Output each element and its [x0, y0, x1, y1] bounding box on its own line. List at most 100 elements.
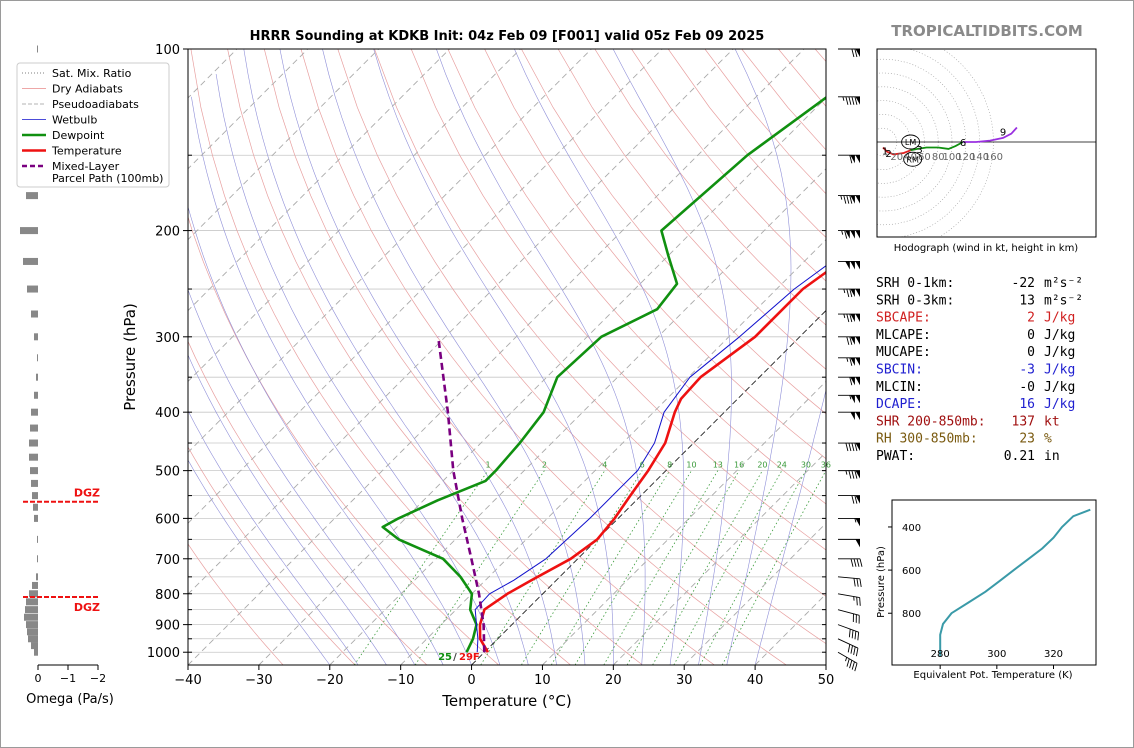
barb-full — [844, 230, 848, 239]
isotherm — [613, 451, 826, 665]
dry-adiabat — [188, 446, 356, 665]
y-tick-label: 500 — [155, 465, 180, 480]
stat-unit: J/kg — [1044, 328, 1075, 343]
pseudo-adiabat — [188, 205, 444, 665]
omega-panel: 0 −1 −2 DGZ DGZ Omega (Pa/s) — [20, 45, 114, 707]
barb-flag — [855, 412, 860, 421]
barb-full — [845, 96, 849, 105]
barb-flag — [855, 495, 860, 504]
skewt-panel: 1 2 4 6 8 10 13 16 20 24 30 36 −40 −30 −20 −10 0 10 20 30 4… — [121, 43, 834, 710]
storm-motion-label: RM — [906, 155, 919, 164]
pseudo-adiabat — [754, 388, 826, 665]
wind-barb — [838, 260, 860, 270]
barb-full — [846, 658, 850, 667]
wind-barb — [838, 230, 860, 239]
y-axis-label: Pressure (hPa) — [121, 303, 139, 411]
hodo-ring-label: 100 — [942, 152, 961, 163]
stat-unit: J/kg — [1044, 397, 1075, 412]
barb-full — [849, 155, 853, 164]
wind-barb — [838, 288, 860, 298]
barb-flag — [850, 395, 855, 404]
dry-adiabat — [188, 543, 284, 665]
barb-full — [849, 288, 853, 298]
stat-value: 2 — [1027, 311, 1035, 326]
isotherm — [188, 49, 663, 524]
barb-flag — [850, 289, 855, 298]
barb-flag — [850, 314, 855, 323]
stat-label: SRH 0-3km: — [876, 293, 954, 308]
barb-full — [849, 195, 853, 204]
barb-full — [851, 495, 855, 504]
mixing-ratio-label: 6 — [640, 461, 645, 470]
barb-flag — [855, 357, 860, 366]
theta-e-panel: 280 300 320 400 600 800 Equivalent Pot. Tempe… — [876, 499, 1097, 681]
barb-full — [848, 96, 852, 105]
omega-bar — [34, 391, 38, 399]
barb-flag — [855, 155, 860, 164]
barb-full — [857, 632, 860, 641]
omega-bar — [37, 535, 38, 543]
wind-barb — [838, 538, 860, 548]
barb-full — [854, 631, 857, 640]
hodo-ring-label: 20 — [890, 152, 903, 163]
stat-label: RH 300-850mb: — [876, 432, 978, 447]
barb-full — [850, 645, 853, 654]
x-tick-label: 10 — [534, 673, 551, 688]
barb-full — [849, 313, 853, 323]
barb-full — [847, 644, 851, 653]
mixing-ratio-label: 30 — [801, 461, 811, 470]
mixing-ratio-line — [521, 470, 643, 665]
stat-value: 23 — [1019, 432, 1035, 447]
x-axis-label: Temperature (°C) — [441, 692, 571, 710]
hodo-height-label: 2 — [885, 149, 891, 160]
legend-label: Mixed-Layer — [52, 160, 120, 173]
stat-unit: m²s⁻² — [1044, 293, 1083, 308]
barb-full — [850, 558, 854, 567]
barb-half — [840, 195, 843, 200]
watermark: TROPICALTIDBITS.COM — [891, 22, 1083, 40]
x-tick-label: 30 — [676, 673, 693, 688]
stat-label: MLCIN: — [876, 380, 923, 395]
pseudo-adiabat — [188, 409, 359, 665]
stat-value: -22 — [1012, 276, 1035, 291]
legend-label: Sat. Mix. Ratio — [52, 67, 132, 80]
barb-flag — [850, 377, 855, 386]
omega-bar — [34, 514, 38, 522]
omega-bar — [33, 503, 38, 511]
barb-half — [841, 230, 844, 235]
y-tick-label: 100 — [155, 43, 180, 58]
wind-barb — [838, 154, 860, 164]
omega-bar — [30, 424, 38, 432]
barb-staff — [837, 624, 859, 633]
omega-bar — [31, 479, 38, 487]
pseudo-adiabat — [612, 49, 732, 665]
legend-label: Temperature — [51, 145, 122, 158]
omega-bar — [31, 310, 38, 318]
omega-bar — [36, 373, 38, 381]
stat-label: SBCAPE: — [876, 311, 931, 326]
dry-adiabat — [557, 49, 826, 370]
series-mixed-layer-parcel-path-100mb- — [436, 336, 486, 653]
hodograph-caption: Hodograph (wind in kt, height in km) — [894, 243, 1079, 254]
barb-full — [856, 558, 860, 567]
isotherm — [471, 309, 826, 665]
stat-value: 0 — [1027, 328, 1035, 343]
mixing-ratio-label: 4 — [602, 461, 607, 470]
barb-flag — [850, 261, 855, 270]
pseudo-adiabat — [188, 354, 387, 665]
isotherms-highlight — [188, 49, 826, 665]
mixing-ratio-label: 8 — [667, 461, 672, 470]
isotherm — [329, 168, 826, 665]
dgz-label: DGZ — [74, 601, 100, 614]
wind-barb — [838, 495, 860, 504]
stats-table: SRH 0-1km: -22 m²s⁻² SRH 0-3km: 13 m²s⁻² SBCAP… — [876, 276, 1083, 464]
isotherm — [400, 239, 826, 665]
hodo-segment — [882, 146, 911, 156]
barb-full — [848, 470, 852, 479]
stat-unit: J/kg — [1044, 345, 1075, 360]
barb-flag — [855, 377, 860, 386]
omega-bar — [26, 192, 38, 200]
barb-staff — [837, 651, 858, 664]
